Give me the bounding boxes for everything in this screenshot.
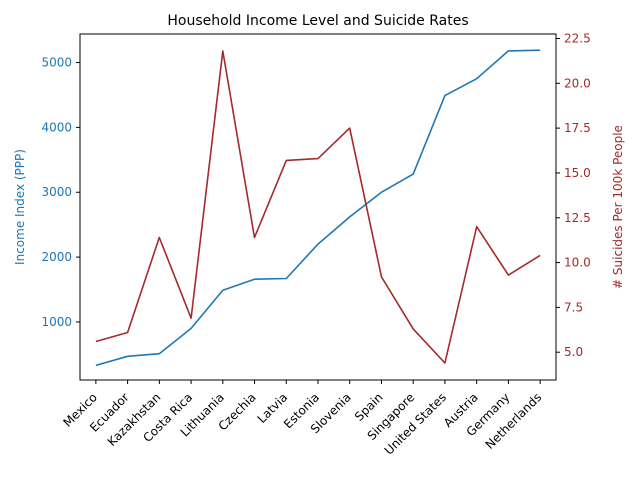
series-line-left [95,49,541,367]
right-y-axis-label: # Suicides Per 100k People [611,125,625,289]
series-layer [95,49,541,367]
right-y-axis: 5.0 7.5 10.0 12.5 15.0 17.5 20.0 22.5 [556,31,591,359]
left-y-tick-label: 4000 [41,120,72,134]
left-y-tick-label: 5000 [41,56,72,70]
right-y-tick-label: 10.0 [564,256,591,270]
left-y-tick-label: 2000 [41,250,72,264]
right-y-tick-label: 20.0 [564,76,591,90]
right-y-tick-label: 12.5 [564,211,591,225]
series-line-right [95,50,541,364]
left-y-axis: 1000 2000 3000 4000 5000 [41,56,80,329]
plot-frame [79,33,557,381]
chart-title: Household Income Level and Suicide Rates [167,13,468,29]
right-y-tick-label: 22.5 [564,31,591,45]
right-y-tick-label: 7.5 [564,300,583,314]
x-tick-label: Netherlands [483,390,545,452]
left-y-tick-label: 3000 [41,185,72,199]
right-y-tick-label: 17.5 [564,121,591,135]
right-y-tick-label: 5.0 [564,345,583,359]
left-y-tick-label: 1000 [41,315,72,329]
left-y-axis-label: Income Index (PPP) [13,149,27,265]
right-y-tick-label: 15.0 [564,166,591,180]
